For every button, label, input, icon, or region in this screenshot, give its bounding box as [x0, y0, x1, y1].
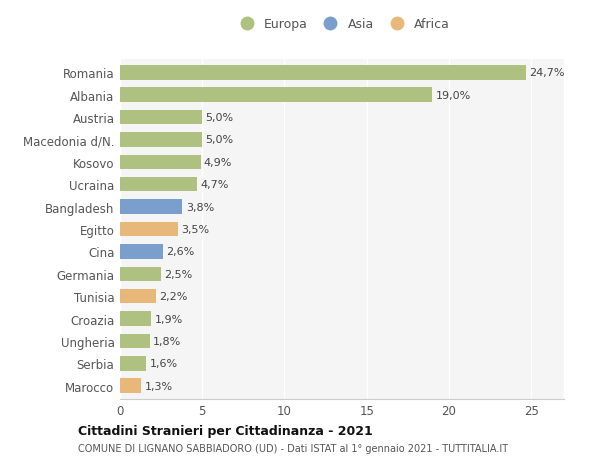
- Text: 24,7%: 24,7%: [529, 68, 565, 78]
- Text: 1,8%: 1,8%: [153, 336, 181, 346]
- Bar: [120, 133, 202, 147]
- Bar: [120, 312, 151, 326]
- Text: 4,7%: 4,7%: [200, 180, 229, 190]
- Bar: [120, 334, 149, 348]
- Text: 2,6%: 2,6%: [166, 247, 194, 257]
- Text: 19,0%: 19,0%: [436, 90, 471, 101]
- Text: 1,3%: 1,3%: [145, 381, 173, 391]
- Text: 3,8%: 3,8%: [186, 202, 214, 212]
- Bar: [120, 267, 161, 281]
- Bar: [120, 66, 526, 80]
- Text: 4,9%: 4,9%: [204, 157, 232, 168]
- Bar: [120, 222, 178, 237]
- Text: 5,0%: 5,0%: [206, 113, 233, 123]
- Bar: [120, 356, 146, 371]
- Bar: [120, 379, 142, 393]
- Bar: [120, 88, 433, 103]
- Text: COMUNE DI LIGNANO SABBIADORO (UD) - Dati ISTAT al 1° gennaio 2021 - TUTTITALIA.I: COMUNE DI LIGNANO SABBIADORO (UD) - Dati…: [78, 443, 508, 453]
- Text: 1,9%: 1,9%: [155, 314, 183, 324]
- Text: 3,5%: 3,5%: [181, 224, 209, 235]
- Text: Cittadini Stranieri per Cittadinanza - 2021: Cittadini Stranieri per Cittadinanza - 2…: [78, 424, 373, 437]
- Bar: [120, 289, 156, 304]
- Bar: [120, 111, 202, 125]
- Text: 1,6%: 1,6%: [149, 358, 178, 369]
- Bar: [120, 178, 197, 192]
- Text: 5,0%: 5,0%: [206, 135, 233, 145]
- Text: 2,2%: 2,2%: [160, 291, 188, 302]
- Legend: Europa, Asia, Africa: Europa, Asia, Africa: [234, 18, 450, 31]
- Text: 2,5%: 2,5%: [164, 269, 193, 279]
- Bar: [120, 155, 200, 170]
- Bar: [120, 245, 163, 259]
- Bar: [120, 200, 182, 214]
